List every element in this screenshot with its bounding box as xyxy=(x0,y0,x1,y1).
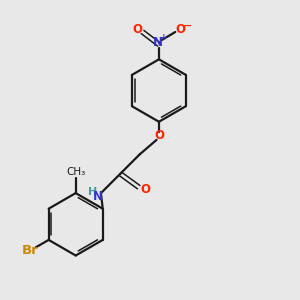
Text: O: O xyxy=(140,183,150,196)
Text: O: O xyxy=(132,23,142,36)
Text: H: H xyxy=(88,187,97,196)
Text: N: N xyxy=(93,190,103,202)
Text: −: − xyxy=(183,20,192,31)
Text: O: O xyxy=(175,22,185,35)
Text: +: + xyxy=(160,33,168,42)
Text: Br: Br xyxy=(22,244,38,257)
Text: O: O xyxy=(154,129,164,142)
Text: N: N xyxy=(153,36,163,49)
Text: CH₃: CH₃ xyxy=(66,167,85,177)
